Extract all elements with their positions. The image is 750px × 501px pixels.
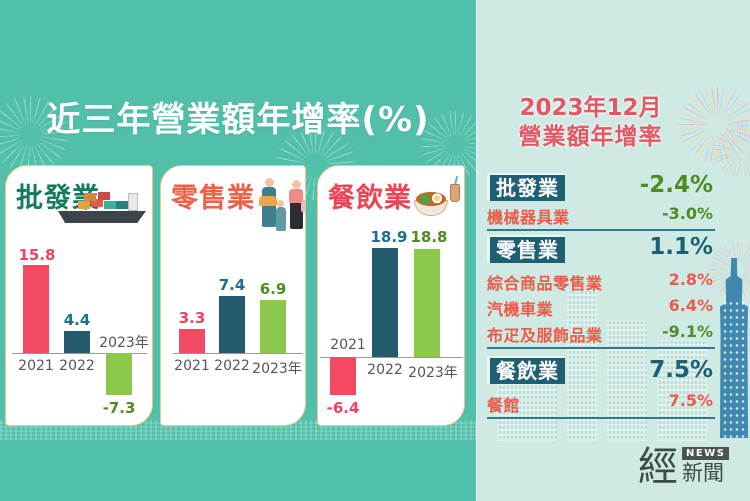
wholesale-chart-card: 批發業 15.8 2021 2022 4.4 2022 2023年 -7.3 bbox=[5, 165, 153, 426]
subcategory-value: -3.0% bbox=[661, 204, 713, 223]
subcategory-value: 7.5% bbox=[668, 391, 713, 410]
chart-baseline bbox=[173, 353, 303, 354]
year-label-2023: 2023年 bbox=[408, 365, 458, 381]
bar-2021 bbox=[330, 357, 356, 395]
cargo-ship-icon bbox=[58, 191, 148, 225]
category-value-wholesale: -2.4% bbox=[639, 172, 713, 198]
city-skyline-decoration bbox=[607, 320, 647, 441]
logo-news-badge: NEWS bbox=[682, 447, 730, 460]
subcategory-label: 布疋及服飾品業 bbox=[487, 326, 603, 345]
value-label-2023: -7.3 bbox=[102, 399, 136, 417]
year-label-2022: 2022 bbox=[59, 358, 95, 374]
subcategory-value: 6.4% bbox=[668, 296, 713, 315]
tower-lights-decoration bbox=[722, 300, 746, 438]
value-label-2021: 15.8 bbox=[18, 246, 56, 264]
bar-2021 bbox=[23, 265, 49, 353]
section-separator bbox=[487, 347, 715, 349]
panel-divider bbox=[476, 0, 477, 501]
year-label-2021: 2021 bbox=[18, 358, 54, 374]
value-label-2021: 3.3 bbox=[178, 309, 206, 327]
value-label-2022: 7.4 bbox=[218, 276, 246, 294]
year-label-2022: 2022 bbox=[367, 362, 403, 378]
logo-character: 經 bbox=[638, 444, 678, 490]
category-badge-wholesale: 批發業 bbox=[487, 173, 565, 201]
bar-2022 bbox=[372, 248, 398, 357]
category-value-retail: 1.1% bbox=[649, 234, 713, 260]
rice-bowl-bubble-tea-icon bbox=[414, 175, 464, 220]
city-skyline-decoration bbox=[657, 340, 707, 441]
bar-2022 bbox=[64, 331, 90, 353]
food-beverage-chart-card: 餐飲業 2021 -6.4 18.9 2022 18.8 2023年 bbox=[317, 165, 465, 426]
subcategory-label: 機械器具業 bbox=[487, 208, 570, 227]
subcategory-value: -9.1% bbox=[661, 322, 713, 341]
bar-2023 bbox=[414, 249, 440, 357]
logo-subtext: 新聞 bbox=[682, 461, 724, 485]
summary-title-date: 2023年12月 bbox=[519, 95, 662, 121]
bar-2022 bbox=[219, 296, 245, 353]
value-label-2023: 6.9 bbox=[259, 280, 287, 298]
value-label-2021: -6.4 bbox=[326, 399, 360, 417]
year-label-2021: 2021 bbox=[174, 358, 210, 374]
subcategory-label: 汽機車業 bbox=[487, 300, 554, 319]
year-label-2023: 2023年 bbox=[99, 335, 149, 351]
shopping-family-icon bbox=[259, 178, 305, 240]
bar-2023 bbox=[106, 353, 132, 395]
year-label-2022: 2022 bbox=[214, 358, 250, 374]
value-label-2022: 4.4 bbox=[63, 311, 91, 329]
bar-2023 bbox=[260, 300, 286, 353]
section-separator bbox=[487, 229, 715, 231]
card-title: 餐飲業 bbox=[328, 183, 412, 214]
card-title: 零售業 bbox=[171, 183, 255, 214]
year-label-2023: 2023年 bbox=[252, 361, 302, 377]
subcategory-value: 2.8% bbox=[668, 270, 713, 289]
subcategory-label: 餐館 bbox=[487, 396, 521, 415]
value-label-2023: 18.8 bbox=[410, 228, 448, 246]
section-separator bbox=[487, 417, 715, 419]
city-skyline-decoration bbox=[567, 290, 597, 441]
summary-title-metric: 營業額年增率 bbox=[518, 124, 663, 150]
chart-baseline bbox=[12, 353, 147, 354]
bar-2021 bbox=[179, 329, 205, 353]
category-badge-food-beverage: 餐飲業 bbox=[487, 356, 565, 384]
retail-chart-card: 零售業 3.3 2021 7.4 2022 6.9 2023年 bbox=[160, 165, 306, 426]
value-label-2022: 18.9 bbox=[370, 228, 408, 246]
firework-decoration-icon bbox=[0, 95, 70, 175]
category-badge-retail: 零售業 bbox=[487, 235, 565, 263]
subcategory-label: 綜合商品零售業 bbox=[487, 274, 603, 293]
main-title: 近三年營業額年增率(%) bbox=[46, 100, 430, 140]
year-label-2021: 2021 bbox=[330, 337, 366, 353]
chart-baseline bbox=[320, 357, 463, 358]
category-value-food-beverage: 7.5% bbox=[649, 357, 713, 383]
